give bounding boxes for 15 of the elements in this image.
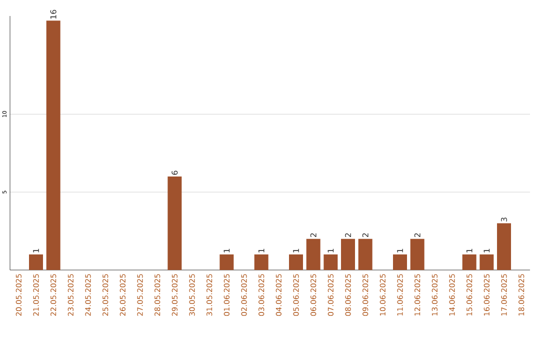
bar [29,254,44,270]
bar [220,254,234,270]
bar [480,254,494,270]
bar [254,254,268,270]
bar [324,254,338,270]
bar [46,20,60,270]
bar [393,254,408,270]
bar [289,254,304,270]
bar [306,238,320,270]
bar [462,254,476,270]
bar [168,176,182,270]
bar [341,238,356,270]
bar [358,238,372,270]
bar [410,238,424,270]
bar [497,223,512,270]
